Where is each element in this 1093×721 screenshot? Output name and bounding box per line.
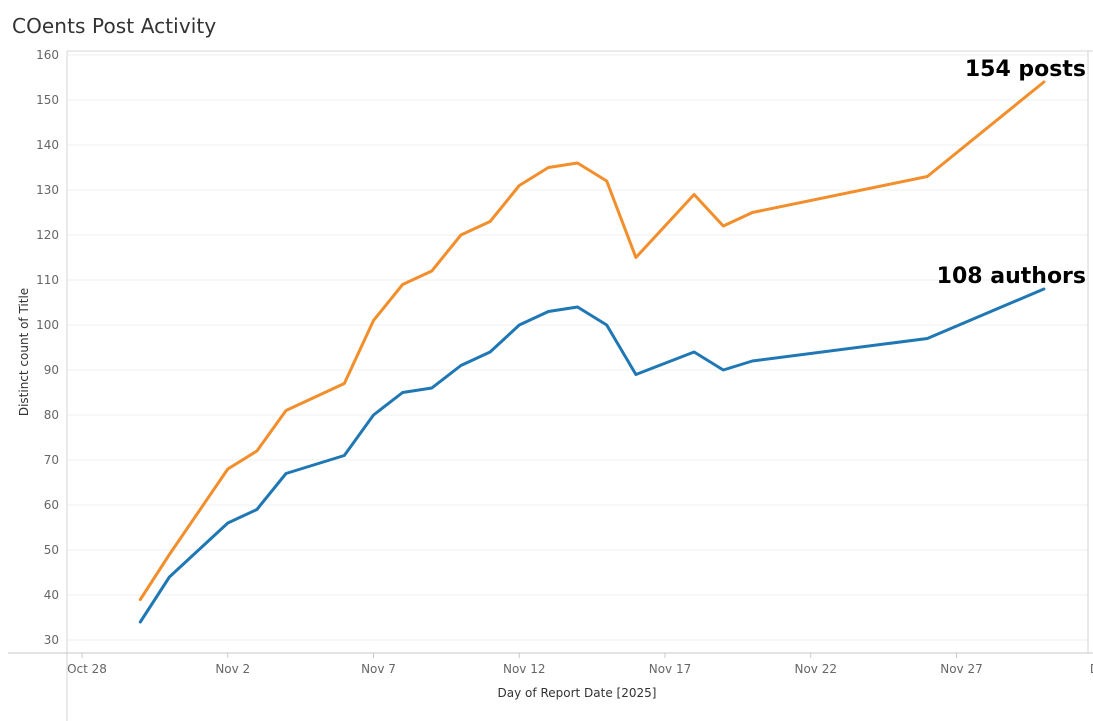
y-axis-ticks: 30 40 50 60 70 80 90 100 110 120 130 140 150 160 — [36, 48, 59, 647]
x-tick-label: Nov 27 — [940, 662, 983, 676]
y-tick-label: 50 — [44, 543, 59, 557]
gridlines — [67, 54, 1088, 641]
y-tick-label: 40 — [44, 588, 59, 602]
x-axis-title: Day of Report Date [2025] — [498, 686, 657, 700]
x-tick-label: Nov 17 — [649, 662, 692, 676]
y-tick-label: 150 — [36, 93, 59, 107]
y-tick-label: 90 — [44, 363, 59, 377]
series-line-posts — [138, 80, 1046, 601]
end-labels: 154 posts 108 authors — [937, 57, 1086, 289]
x-tick-label: Nov 12 — [503, 662, 546, 676]
x-tick-label: Nov 7 — [361, 662, 396, 676]
y-tick-label: 120 — [36, 228, 59, 242]
y-axis-title: Distinct count of Title — [17, 288, 31, 416]
plot-frame — [8, 50, 1093, 721]
y-tick-label: 70 — [44, 453, 59, 467]
y-tick-label: 100 — [36, 318, 59, 332]
y-tick-label: 30 — [44, 633, 59, 647]
end-label-authors: 108 authors — [937, 264, 1086, 289]
chart-title: COents Post Activity — [12, 14, 217, 38]
y-tick-label: 130 — [36, 183, 59, 197]
x-tick-label: Nov 22 — [794, 662, 837, 676]
series-lines — [138, 80, 1046, 624]
series-line-authors — [138, 287, 1046, 624]
y-tick-label: 60 — [44, 498, 59, 512]
x-axis-ticks: Oct 28 Nov 2 Nov 7 Nov 12 Nov 17 Nov 22 Nov 27… — [67, 653, 1093, 676]
y-tick-label: 110 — [36, 273, 59, 287]
x-tick-label: Dec 2 — [1090, 662, 1093, 676]
y-tick-label: 140 — [36, 138, 59, 152]
y-tick-label: 160 — [36, 48, 59, 62]
x-tick-label: Oct 28 — [67, 662, 107, 676]
end-label-posts: 154 posts — [965, 57, 1086, 82]
x-tick-label: Nov 2 — [215, 662, 250, 676]
y-tick-label: 80 — [44, 408, 59, 422]
